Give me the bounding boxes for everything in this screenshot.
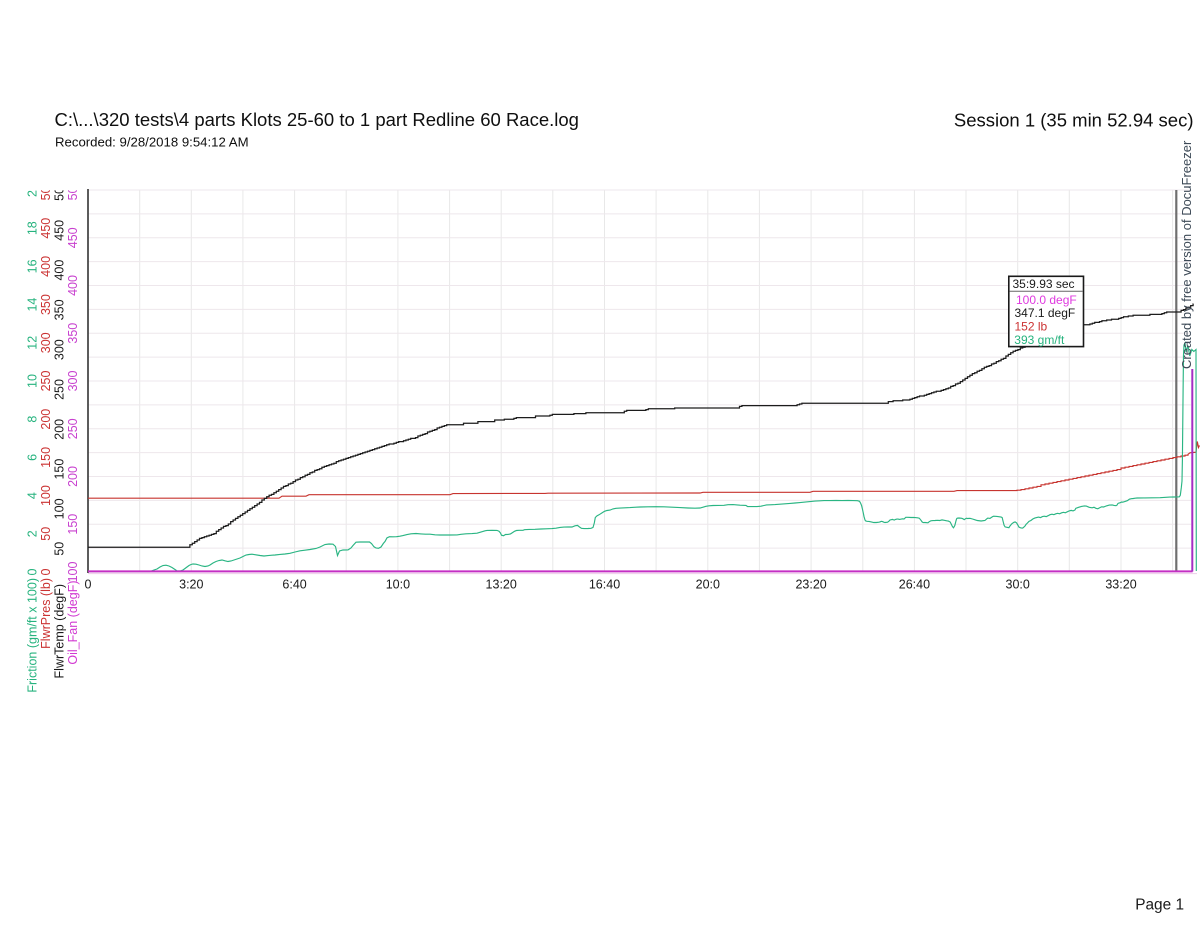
svg-text:250: 250 bbox=[66, 418, 80, 439]
svg-text:100: 100 bbox=[53, 498, 67, 519]
svg-text:450: 450 bbox=[39, 218, 53, 239]
svg-text:0: 0 bbox=[39, 568, 53, 575]
svg-text:26:40: 26:40 bbox=[899, 578, 930, 592]
svg-text:23:20: 23:20 bbox=[795, 578, 826, 592]
svg-text:400: 400 bbox=[39, 256, 53, 277]
svg-text:13:20: 13:20 bbox=[486, 578, 517, 592]
svg-text:0: 0 bbox=[85, 578, 92, 592]
svg-text:6: 6 bbox=[26, 454, 40, 461]
svg-text:300: 300 bbox=[39, 332, 53, 353]
svg-text:50: 50 bbox=[53, 542, 67, 556]
svg-text:150: 150 bbox=[53, 459, 67, 480]
svg-text:500: 500 bbox=[39, 180, 53, 201]
svg-text:20:0: 20:0 bbox=[696, 578, 720, 592]
svg-text:Friction (gm/ft x 100): Friction (gm/ft x 100) bbox=[26, 578, 40, 693]
svg-text:16:40: 16:40 bbox=[589, 578, 620, 592]
svg-text:16: 16 bbox=[26, 259, 40, 273]
svg-text:14: 14 bbox=[26, 298, 40, 312]
svg-text:18: 18 bbox=[26, 221, 40, 235]
svg-text:4: 4 bbox=[26, 492, 40, 499]
svg-text:3:20: 3:20 bbox=[179, 578, 203, 592]
svg-text:250: 250 bbox=[39, 371, 53, 392]
svg-text:300: 300 bbox=[53, 339, 67, 360]
svg-text:200: 200 bbox=[53, 419, 67, 440]
svg-text:500: 500 bbox=[53, 180, 67, 201]
svg-text:350: 350 bbox=[66, 323, 80, 344]
svg-text:350: 350 bbox=[53, 299, 67, 320]
svg-text:100: 100 bbox=[39, 485, 53, 506]
svg-text:12: 12 bbox=[26, 336, 40, 350]
svg-text:400: 400 bbox=[53, 260, 67, 281]
svg-text:C:\...\320 tests\4 parts Klots: C:\...\320 tests\4 parts Klots 25-60 to … bbox=[55, 109, 579, 130]
svg-text:152 lb: 152 lb bbox=[1015, 319, 1048, 333]
svg-text:450: 450 bbox=[66, 227, 80, 248]
svg-text:450: 450 bbox=[53, 220, 67, 241]
svg-text:250: 250 bbox=[53, 379, 67, 400]
svg-text:100.0 degF: 100.0 degF bbox=[1016, 293, 1077, 307]
svg-text:350: 350 bbox=[39, 294, 53, 315]
svg-text:8: 8 bbox=[26, 416, 40, 423]
svg-text:10: 10 bbox=[26, 374, 40, 388]
svg-text:Created by free version of Doc: Created by free version of DocuFreezer bbox=[1179, 140, 1194, 369]
svg-text:300: 300 bbox=[66, 371, 80, 392]
svg-text:150: 150 bbox=[66, 514, 80, 535]
svg-text:0: 0 bbox=[26, 568, 40, 575]
svg-text:6:40: 6:40 bbox=[282, 578, 306, 592]
svg-text:10:0: 10:0 bbox=[386, 578, 410, 592]
svg-text:Recorded: 9/28/2018 9:54:12 AM: Recorded: 9/28/2018 9:54:12 AM bbox=[55, 135, 249, 150]
svg-text:500: 500 bbox=[66, 180, 80, 201]
svg-text:30:0: 30:0 bbox=[1006, 578, 1030, 592]
svg-text:400: 400 bbox=[66, 275, 80, 296]
svg-text:393 gm/ft: 393 gm/ft bbox=[1014, 333, 1065, 347]
svg-text:2: 2 bbox=[26, 530, 40, 537]
svg-text:20: 20 bbox=[26, 183, 40, 197]
svg-text:FlwrTemp (degF): FlwrTemp (degF) bbox=[53, 584, 67, 678]
svg-text:200: 200 bbox=[39, 409, 53, 430]
svg-text:33:20: 33:20 bbox=[1105, 578, 1136, 592]
svg-text:150: 150 bbox=[39, 447, 53, 468]
svg-text:50: 50 bbox=[39, 527, 53, 541]
svg-text:35:9.93 sec: 35:9.93 sec bbox=[1013, 277, 1075, 291]
svg-text:Oil_Fan (degF): Oil_Fan (degF) bbox=[66, 581, 80, 665]
svg-text:Page 1: Page 1 bbox=[1135, 897, 1184, 914]
svg-text:347.1 degF: 347.1 degF bbox=[1015, 306, 1076, 320]
svg-text:FlwrPres (lb): FlwrPres (lb) bbox=[39, 578, 53, 649]
svg-text:Session 1 (35 min 52.94 sec): Session 1 (35 min 52.94 sec) bbox=[954, 110, 1194, 131]
svg-text:200: 200 bbox=[66, 466, 80, 487]
svg-text:100: 100 bbox=[66, 562, 80, 583]
